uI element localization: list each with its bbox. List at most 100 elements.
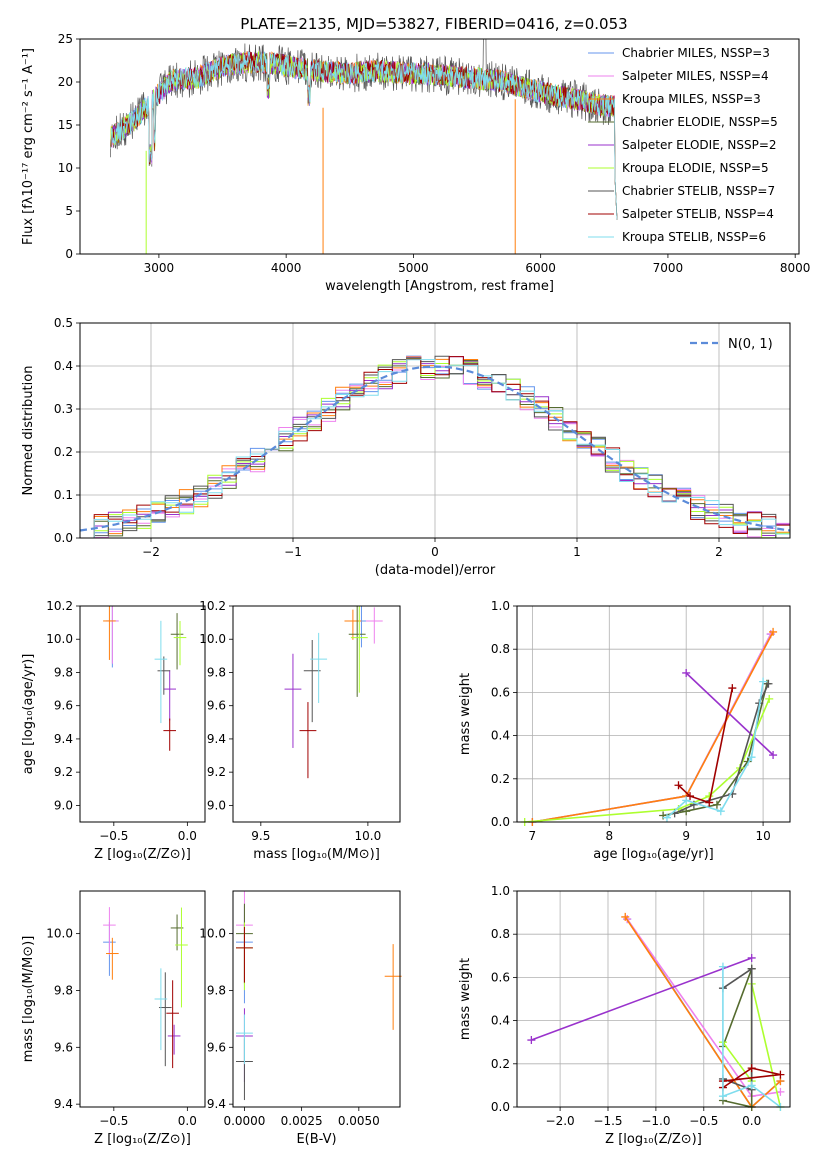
tick-label-x: 10 xyxy=(755,829,770,843)
tick-label-y: 9.8 xyxy=(207,983,226,997)
tick-label-y: 10.2 xyxy=(46,599,73,613)
legend-entry: Salpeter STELIB, NSSP=4 xyxy=(622,207,774,221)
tick-label-y: 10.0 xyxy=(46,632,73,646)
tick-label-y: 0.8 xyxy=(491,642,510,656)
plot-area xyxy=(517,891,790,1107)
tick-label-y: 5 xyxy=(65,204,73,218)
error-bar xyxy=(166,980,179,1069)
plot-area xyxy=(80,891,205,1107)
tick-label-y: 0.3 xyxy=(54,402,73,416)
legend-entry: Chabrier STELIB, NSSP=7 xyxy=(622,184,775,198)
tick-label-y: 0.4 xyxy=(54,359,73,373)
error-bar xyxy=(103,606,116,660)
axes-frame xyxy=(232,605,401,823)
tick-label-y: 0.8 xyxy=(491,927,510,941)
plot-area xyxy=(233,891,400,1107)
series-group xyxy=(284,606,383,779)
x-axis-label: Z [log₁₀(Z/Z⊙)] xyxy=(94,1132,191,1147)
weight-line xyxy=(722,967,753,1091)
weight-point xyxy=(718,1092,727,1101)
plot-area xyxy=(233,606,400,822)
tick-label-x: −1.0 xyxy=(641,1114,670,1128)
weight-point xyxy=(764,679,773,688)
weight-point xyxy=(776,1070,785,1079)
spectra xyxy=(110,39,618,254)
error-bar xyxy=(284,653,302,748)
error-bar xyxy=(163,718,177,751)
panel-spectrum: 3000 4000 5000 6000 7000 8000 0 5 10 15 20 25 wavele… xyxy=(21,32,810,294)
weight-point xyxy=(527,1036,536,1045)
tick-label-y: 0.5 xyxy=(54,316,73,330)
chart-title: PLATE=2135, MJD=53827, FIBERID=0416, z=0… xyxy=(240,15,627,33)
legend: Chabrier MILES, NSSP=3 Salpeter MILES, NS… xyxy=(588,46,778,244)
error-bar xyxy=(299,702,317,779)
tick-label-x: 0.0 xyxy=(178,1114,197,1128)
tick-label-x: −2 xyxy=(142,545,160,559)
tick-label-y: 25 xyxy=(58,32,73,46)
axes-frame xyxy=(79,322,791,539)
tick-label-y: 9.2 xyxy=(207,765,226,779)
tick-label-y: 9.8 xyxy=(54,983,73,997)
axes-frame xyxy=(79,605,206,823)
error-bar xyxy=(365,607,383,644)
weight-point xyxy=(716,807,725,816)
weight-line xyxy=(685,672,774,756)
panel-mass-vs-EBV: 0.0000 0.0025 0.0050 9.4 9.6 9.8 10.0 E(B-V) xyxy=(199,890,402,1147)
tick-label-y: 0.2 xyxy=(54,445,73,459)
tick-label-y: 9.4 xyxy=(207,1097,226,1111)
tick-label-x: 8 xyxy=(605,829,613,843)
tick-label-x: 10.0 xyxy=(355,829,382,843)
weight-line xyxy=(677,687,734,804)
tick-label-y: 0.2 xyxy=(491,772,510,786)
tick-label-x: 4000 xyxy=(271,261,302,275)
tick-label-y: 10.2 xyxy=(199,599,226,613)
tick-label-x: 9 xyxy=(682,829,690,843)
tick-label-y: 0.4 xyxy=(491,1014,510,1028)
weight-point xyxy=(705,798,714,807)
tick-label-x: 0.0050 xyxy=(338,1114,380,1128)
tick-label-y: 0.0 xyxy=(54,531,73,545)
error-bar xyxy=(350,606,368,693)
tick-label-x: −0.5 xyxy=(99,829,128,843)
tick-label-y: 10.0 xyxy=(46,927,73,941)
panel-mass-vs-Z: −0.5 0.0 9.4 9.6 9.8 10.0 Z [log₁₀(Z/Z⊙)] mass … xyxy=(21,890,206,1147)
panel-age-vs-mass: 9.5 10.0 9.0 9.2 9.4 9.6 9.8 10.0 10.2 mass [log₁… xyxy=(199,599,401,862)
plot-area xyxy=(80,606,205,822)
error-bar xyxy=(175,907,188,1008)
weight-point xyxy=(712,800,721,809)
tick-label-y: 9.4 xyxy=(207,732,226,746)
tick-label-y: 0.1 xyxy=(54,488,73,502)
tick-label-x: −0.5 xyxy=(99,1114,128,1128)
error-bar xyxy=(344,609,362,640)
tick-label-y: 0.6 xyxy=(491,685,510,699)
tick-label-x: 0.0 xyxy=(178,829,197,843)
weight-point xyxy=(747,1064,756,1073)
tick-label-y: 0.0 xyxy=(491,1100,510,1114)
tick-label-x: 0.0025 xyxy=(281,1114,323,1128)
tick-label-y: 20 xyxy=(58,75,73,89)
tick-label-y: 9.6 xyxy=(207,699,226,713)
tick-label-y: 10.0 xyxy=(199,927,226,941)
series-group xyxy=(235,891,402,1101)
panel-age-vs-Z: −0.5 0.0 9.0 9.2 9.4 9.6 9.8 10.0 10.2 Z [log₁₀(Z… xyxy=(21,599,206,862)
tick-label-y: 9.2 xyxy=(54,765,73,779)
tick-label-x: 7000 xyxy=(653,261,684,275)
tick-label-x: 1 xyxy=(573,545,581,559)
weight-point xyxy=(769,627,778,636)
weight-line xyxy=(722,1067,781,1089)
error-bar xyxy=(173,620,187,666)
weight-point xyxy=(747,1081,756,1090)
tick-label-y: 9.8 xyxy=(54,665,73,679)
legend-entry: Kroupa MILES, NSSP=3 xyxy=(622,92,761,106)
axes-frame xyxy=(516,605,791,823)
axes-frame xyxy=(79,38,800,255)
error-bar xyxy=(235,1014,253,1065)
error-bar xyxy=(310,632,328,703)
tick-label-y: 0.4 xyxy=(491,729,510,743)
legend-entry: Kroupa ELODIE, NSSP=5 xyxy=(622,161,769,175)
tick-label-x: 0 xyxy=(431,545,439,559)
normal-curve xyxy=(79,365,791,532)
panel-weight-vs-Z: −2.0 −1.5 −1.0 −0.5 0.0 0.0 0.2 0.4 0.6 0.8 1.0 Z [… xyxy=(458,884,791,1147)
error-bar xyxy=(163,670,177,721)
